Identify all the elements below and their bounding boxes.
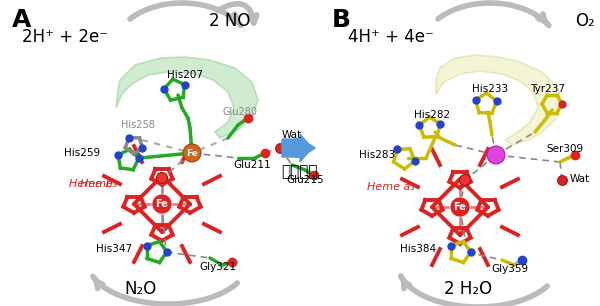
Text: Gly321: Gly321 bbox=[199, 262, 236, 272]
Text: 2H⁺ + 2e⁻: 2H⁺ + 2e⁻ bbox=[22, 28, 108, 46]
Text: His233: His233 bbox=[472, 84, 508, 94]
Text: Fe: Fe bbox=[155, 199, 169, 209]
Text: Heme b₃: Heme b₃ bbox=[69, 179, 117, 189]
Text: His283: His283 bbox=[359, 150, 395, 160]
Polygon shape bbox=[116, 57, 258, 138]
Text: Fe: Fe bbox=[454, 202, 466, 212]
Text: 4H⁺ + 4e⁻: 4H⁺ + 4e⁻ bbox=[348, 28, 434, 46]
Text: 分子進化: 分子進化 bbox=[282, 165, 318, 180]
Circle shape bbox=[450, 197, 470, 217]
Text: His384: His384 bbox=[400, 244, 436, 254]
Circle shape bbox=[183, 144, 201, 162]
Text: Wat: Wat bbox=[570, 174, 590, 184]
Text: Heme a₃: Heme a₃ bbox=[367, 182, 415, 192]
Text: Ser309: Ser309 bbox=[547, 144, 584, 154]
Polygon shape bbox=[436, 55, 562, 145]
Text: Wat: Wat bbox=[282, 130, 302, 140]
Text: Fe: Fe bbox=[186, 148, 198, 158]
Circle shape bbox=[487, 146, 505, 164]
Text: His207: His207 bbox=[167, 70, 203, 80]
Text: His259: His259 bbox=[64, 148, 100, 158]
Text: His258: His258 bbox=[121, 120, 155, 130]
FancyArrow shape bbox=[282, 134, 312, 162]
Circle shape bbox=[157, 173, 167, 184]
Text: O₂: O₂ bbox=[575, 12, 595, 30]
Text: 2 H₂O: 2 H₂O bbox=[444, 280, 492, 298]
Text: His282: His282 bbox=[414, 110, 450, 120]
Text: A: A bbox=[12, 8, 31, 32]
Text: B: B bbox=[332, 8, 351, 32]
Text: Tyr237: Tyr237 bbox=[530, 84, 566, 94]
Text: Glu211: Glu211 bbox=[233, 160, 271, 170]
Text: His347: His347 bbox=[96, 244, 132, 254]
Text: 2 NO: 2 NO bbox=[209, 12, 250, 30]
Text: N₂O: N₂O bbox=[124, 280, 156, 298]
Circle shape bbox=[152, 194, 172, 214]
Text: Heme: Heme bbox=[80, 179, 117, 189]
Text: Gly359: Gly359 bbox=[491, 264, 529, 274]
Text: Glu215: Glu215 bbox=[286, 175, 324, 185]
Text: Glu280: Glu280 bbox=[223, 107, 257, 117]
Circle shape bbox=[460, 174, 470, 185]
